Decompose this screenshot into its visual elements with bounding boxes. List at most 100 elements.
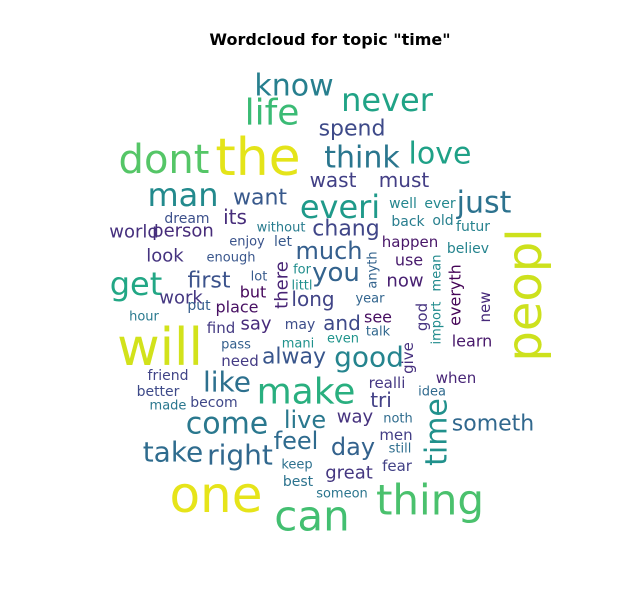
- word-futur: futur: [456, 219, 490, 235]
- word-happen: happen: [382, 233, 438, 251]
- word-still: still: [389, 442, 412, 457]
- word-without: without: [257, 221, 306, 236]
- word-long: long: [291, 287, 334, 311]
- word-old: old: [432, 213, 453, 229]
- word-say: say: [240, 314, 271, 335]
- word-one: one: [169, 466, 262, 524]
- word-make: make: [257, 372, 356, 413]
- word-for: for: [293, 263, 312, 278]
- word-chang: chang: [312, 217, 379, 242]
- word-work: work: [159, 288, 203, 309]
- word-let: let: [274, 234, 293, 250]
- word-back: back: [391, 214, 425, 230]
- word-well: well: [389, 196, 417, 212]
- word-way: way: [337, 407, 374, 428]
- word-give: give: [399, 342, 417, 374]
- word-thing: thing: [376, 476, 484, 525]
- word-good: good: [334, 341, 404, 374]
- word-idea: idea: [418, 385, 446, 400]
- word-want: want: [233, 186, 287, 211]
- word-may: may: [285, 317, 316, 333]
- word-even: even: [327, 332, 359, 347]
- word-think: think: [324, 141, 400, 176]
- word-great: great: [325, 463, 373, 484]
- word-pass: pass: [221, 338, 251, 353]
- word-friend: friend: [148, 368, 189, 384]
- word-place: place: [215, 298, 258, 317]
- chart-title: Wordcloud for topic "time": [209, 30, 451, 49]
- word-god: god: [413, 303, 431, 331]
- word-dream: dream: [164, 211, 209, 227]
- word-ever: ever: [424, 196, 456, 212]
- word-will: will: [117, 318, 203, 378]
- word-take: take: [143, 436, 204, 469]
- word-much: much: [296, 237, 363, 265]
- word-hour: hour: [129, 310, 159, 325]
- word-never: never: [341, 81, 434, 119]
- word-world: world: [109, 222, 159, 243]
- word-first: first: [188, 269, 231, 294]
- word-wast: wast: [310, 168, 357, 192]
- word-mani: mani: [282, 337, 314, 352]
- word-its: its: [223, 205, 247, 229]
- word-someth: someth: [452, 412, 534, 437]
- word-tri: tri: [370, 388, 392, 412]
- word-just: just: [456, 186, 512, 221]
- word-can: can: [274, 492, 349, 541]
- word-peopl: peopl: [497, 228, 553, 361]
- word-man: man: [147, 176, 218, 214]
- word-mean: mean: [430, 255, 445, 292]
- word-littl: littl: [291, 279, 312, 294]
- word-love: love: [409, 137, 472, 172]
- word-better: better: [137, 384, 180, 400]
- word-person: person: [152, 221, 214, 242]
- word-made: made: [150, 399, 187, 414]
- word-find: find: [207, 319, 235, 337]
- word-new: new: [476, 291, 494, 322]
- word-must: must: [379, 168, 430, 192]
- word-and: and: [323, 311, 361, 335]
- word-right: right: [207, 439, 273, 472]
- word-dont: dont: [119, 137, 210, 183]
- word-anyth: anyth: [366, 251, 381, 288]
- word-like: like: [203, 366, 251, 399]
- word-know: know: [254, 69, 333, 104]
- word-time: time: [420, 398, 455, 466]
- word-get: get: [110, 265, 163, 303]
- word-feel: feel: [274, 427, 319, 455]
- word-life: life: [245, 93, 300, 134]
- word-day: day: [331, 433, 375, 461]
- word-the: the: [215, 128, 300, 188]
- word-noth: noth: [383, 412, 413, 427]
- word-alway: alway: [262, 345, 326, 370]
- word-there: there: [272, 261, 293, 309]
- word-live: live: [284, 406, 326, 434]
- word-need: need: [221, 352, 259, 370]
- word-but: but: [240, 283, 267, 302]
- word-everyth: everyth: [446, 264, 465, 326]
- word-you: you: [312, 258, 360, 288]
- word-learn: learn: [452, 332, 493, 351]
- word-put: put: [187, 298, 211, 314]
- word-come: come: [186, 407, 269, 442]
- word-lot: lot: [251, 270, 268, 285]
- word-see: see: [364, 308, 392, 327]
- word-someon: someon: [316, 487, 368, 502]
- word-talk: talk: [366, 325, 391, 340]
- word-best: best: [283, 474, 314, 490]
- word-realli: realli: [369, 374, 406, 392]
- word-keep: keep: [281, 458, 312, 473]
- word-believ: believ: [447, 241, 489, 257]
- word-when: when: [436, 369, 477, 387]
- word-men: men: [379, 426, 412, 444]
- word-becom: becom: [190, 395, 237, 411]
- word-look: look: [146, 246, 184, 267]
- word-use: use: [395, 251, 423, 270]
- word-year: year: [355, 292, 385, 307]
- word-everi: everi: [300, 188, 380, 226]
- word-spend: spend: [319, 117, 386, 142]
- word-now: now: [386, 271, 423, 292]
- word-fear: fear: [382, 457, 413, 475]
- word-import: import: [430, 302, 445, 345]
